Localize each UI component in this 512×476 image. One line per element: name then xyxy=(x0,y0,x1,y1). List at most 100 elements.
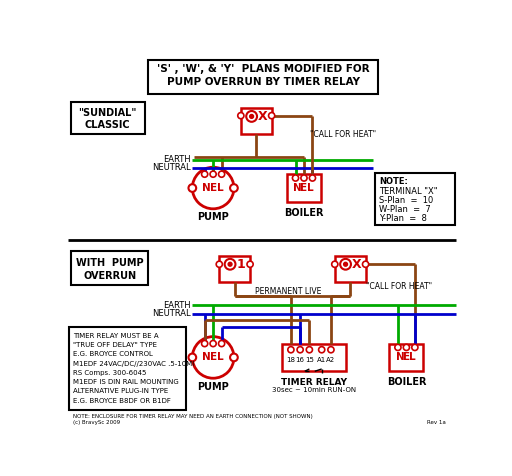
Circle shape xyxy=(250,115,253,119)
FancyBboxPatch shape xyxy=(287,174,321,202)
Text: (c) BravySc 2009: (c) BravySc 2009 xyxy=(73,420,120,425)
Circle shape xyxy=(202,340,208,347)
Circle shape xyxy=(216,261,222,268)
Text: NOTE: ENCLOSURE FOR TIMER RELAY MAY NEED AN EARTH CONNECTION (NOT SHOWN): NOTE: ENCLOSURE FOR TIMER RELAY MAY NEED… xyxy=(73,414,313,419)
Text: Rev 1a: Rev 1a xyxy=(427,420,446,425)
Text: M1EDF 24VAC/DC//230VAC .5-10MI: M1EDF 24VAC/DC//230VAC .5-10MI xyxy=(73,361,194,367)
Text: CLASSIC: CLASSIC xyxy=(85,120,131,130)
FancyBboxPatch shape xyxy=(375,173,455,225)
Circle shape xyxy=(247,261,253,268)
Circle shape xyxy=(193,167,234,209)
Text: 1: 1 xyxy=(237,258,245,271)
Circle shape xyxy=(230,184,238,192)
Text: RS Comps. 300-6045: RS Comps. 300-6045 xyxy=(73,370,146,376)
Circle shape xyxy=(188,354,196,361)
Circle shape xyxy=(306,347,312,353)
Text: E.G. BROYCE CONTROL: E.G. BROYCE CONTROL xyxy=(73,351,153,357)
Text: Y-Plan  =  8: Y-Plan = 8 xyxy=(379,214,428,223)
Text: EARTH: EARTH xyxy=(163,155,191,164)
Circle shape xyxy=(362,261,369,268)
Circle shape xyxy=(297,347,303,353)
Circle shape xyxy=(318,347,325,353)
Circle shape xyxy=(219,340,225,347)
Text: L: L xyxy=(217,183,223,193)
FancyBboxPatch shape xyxy=(241,108,272,134)
Text: A1: A1 xyxy=(317,357,326,364)
Text: M1EDF IS DIN RAIL MOUNTING: M1EDF IS DIN RAIL MOUNTING xyxy=(73,379,179,385)
FancyBboxPatch shape xyxy=(335,256,366,282)
Circle shape xyxy=(403,344,410,350)
Circle shape xyxy=(340,259,351,269)
Text: X: X xyxy=(258,110,267,123)
Text: ALTERNATIVE PLUG-IN TYPE: ALTERNATIVE PLUG-IN TYPE xyxy=(73,388,168,394)
Circle shape xyxy=(225,259,236,269)
Text: NOTE:: NOTE: xyxy=(379,178,408,187)
Circle shape xyxy=(193,337,234,378)
Text: TIMER RELAY: TIMER RELAY xyxy=(281,377,347,387)
Text: "CALL FOR HEAT": "CALL FOR HEAT" xyxy=(366,282,432,291)
FancyBboxPatch shape xyxy=(282,344,346,371)
Text: 15: 15 xyxy=(305,357,314,364)
Text: "TRUE OFF DELAY" TYPE: "TRUE OFF DELAY" TYPE xyxy=(73,342,157,348)
Text: N: N xyxy=(293,183,302,193)
Text: E.G. BROYCE B8DF OR B1DF: E.G. BROYCE B8DF OR B1DF xyxy=(73,397,171,404)
Circle shape xyxy=(309,175,315,181)
Circle shape xyxy=(228,262,232,266)
Text: L: L xyxy=(409,352,416,362)
Text: 30sec ~ 10min RUN-ON: 30sec ~ 10min RUN-ON xyxy=(272,387,356,393)
Text: BOILER: BOILER xyxy=(387,377,426,387)
Text: TIMER RELAY MUST BE A: TIMER RELAY MUST BE A xyxy=(73,333,159,339)
FancyBboxPatch shape xyxy=(72,102,144,134)
Text: X: X xyxy=(352,258,361,271)
Circle shape xyxy=(202,171,208,177)
Circle shape xyxy=(332,261,338,268)
Circle shape xyxy=(269,112,275,119)
Text: 16: 16 xyxy=(295,357,305,364)
Circle shape xyxy=(395,344,401,350)
Circle shape xyxy=(344,262,348,266)
FancyBboxPatch shape xyxy=(390,344,423,371)
Text: E: E xyxy=(403,352,410,362)
FancyBboxPatch shape xyxy=(148,60,378,94)
Text: W-Plan  =  7: W-Plan = 7 xyxy=(379,205,431,214)
Text: PERMANENT LIVE: PERMANENT LIVE xyxy=(255,288,322,297)
Circle shape xyxy=(188,184,196,192)
Text: L: L xyxy=(307,183,313,193)
Text: NEUTRAL: NEUTRAL xyxy=(152,163,191,172)
Text: N: N xyxy=(396,352,404,362)
Text: "SUNDIAL": "SUNDIAL" xyxy=(78,108,137,118)
Text: N: N xyxy=(202,352,210,362)
Text: PUMP: PUMP xyxy=(197,212,229,222)
Text: TERMINAL "X": TERMINAL "X" xyxy=(379,187,438,196)
Text: "CALL FOR HEAT": "CALL FOR HEAT" xyxy=(310,129,376,139)
Circle shape xyxy=(230,354,238,361)
Text: L: L xyxy=(217,352,223,362)
Text: WITH  PUMP: WITH PUMP xyxy=(76,258,144,268)
Circle shape xyxy=(210,340,216,347)
Circle shape xyxy=(328,347,334,353)
Text: OVERRUN: OVERRUN xyxy=(83,271,137,281)
Circle shape xyxy=(246,111,257,122)
FancyBboxPatch shape xyxy=(69,327,186,410)
Circle shape xyxy=(292,175,298,181)
Text: BOILER: BOILER xyxy=(284,208,324,218)
Text: NEUTRAL: NEUTRAL xyxy=(152,309,191,318)
Text: E: E xyxy=(209,352,217,362)
Text: E: E xyxy=(301,183,308,193)
FancyBboxPatch shape xyxy=(72,251,148,285)
Text: PUMP: PUMP xyxy=(197,382,229,392)
Text: S-Plan  =  10: S-Plan = 10 xyxy=(379,196,434,205)
Circle shape xyxy=(412,344,418,350)
Circle shape xyxy=(301,175,307,181)
Text: A2: A2 xyxy=(326,357,335,364)
Text: 18: 18 xyxy=(286,357,295,364)
Text: PUMP OVERRUN BY TIMER RELAY: PUMP OVERRUN BY TIMER RELAY xyxy=(167,77,359,87)
Text: 'S' , 'W', & 'Y'  PLANS MODIFIED FOR: 'S' , 'W', & 'Y' PLANS MODIFIED FOR xyxy=(157,64,370,74)
Text: E: E xyxy=(209,183,217,193)
FancyBboxPatch shape xyxy=(219,256,250,282)
Circle shape xyxy=(210,171,216,177)
Text: EARTH: EARTH xyxy=(163,300,191,309)
Circle shape xyxy=(238,112,244,119)
Text: N: N xyxy=(202,183,210,193)
Circle shape xyxy=(219,171,225,177)
